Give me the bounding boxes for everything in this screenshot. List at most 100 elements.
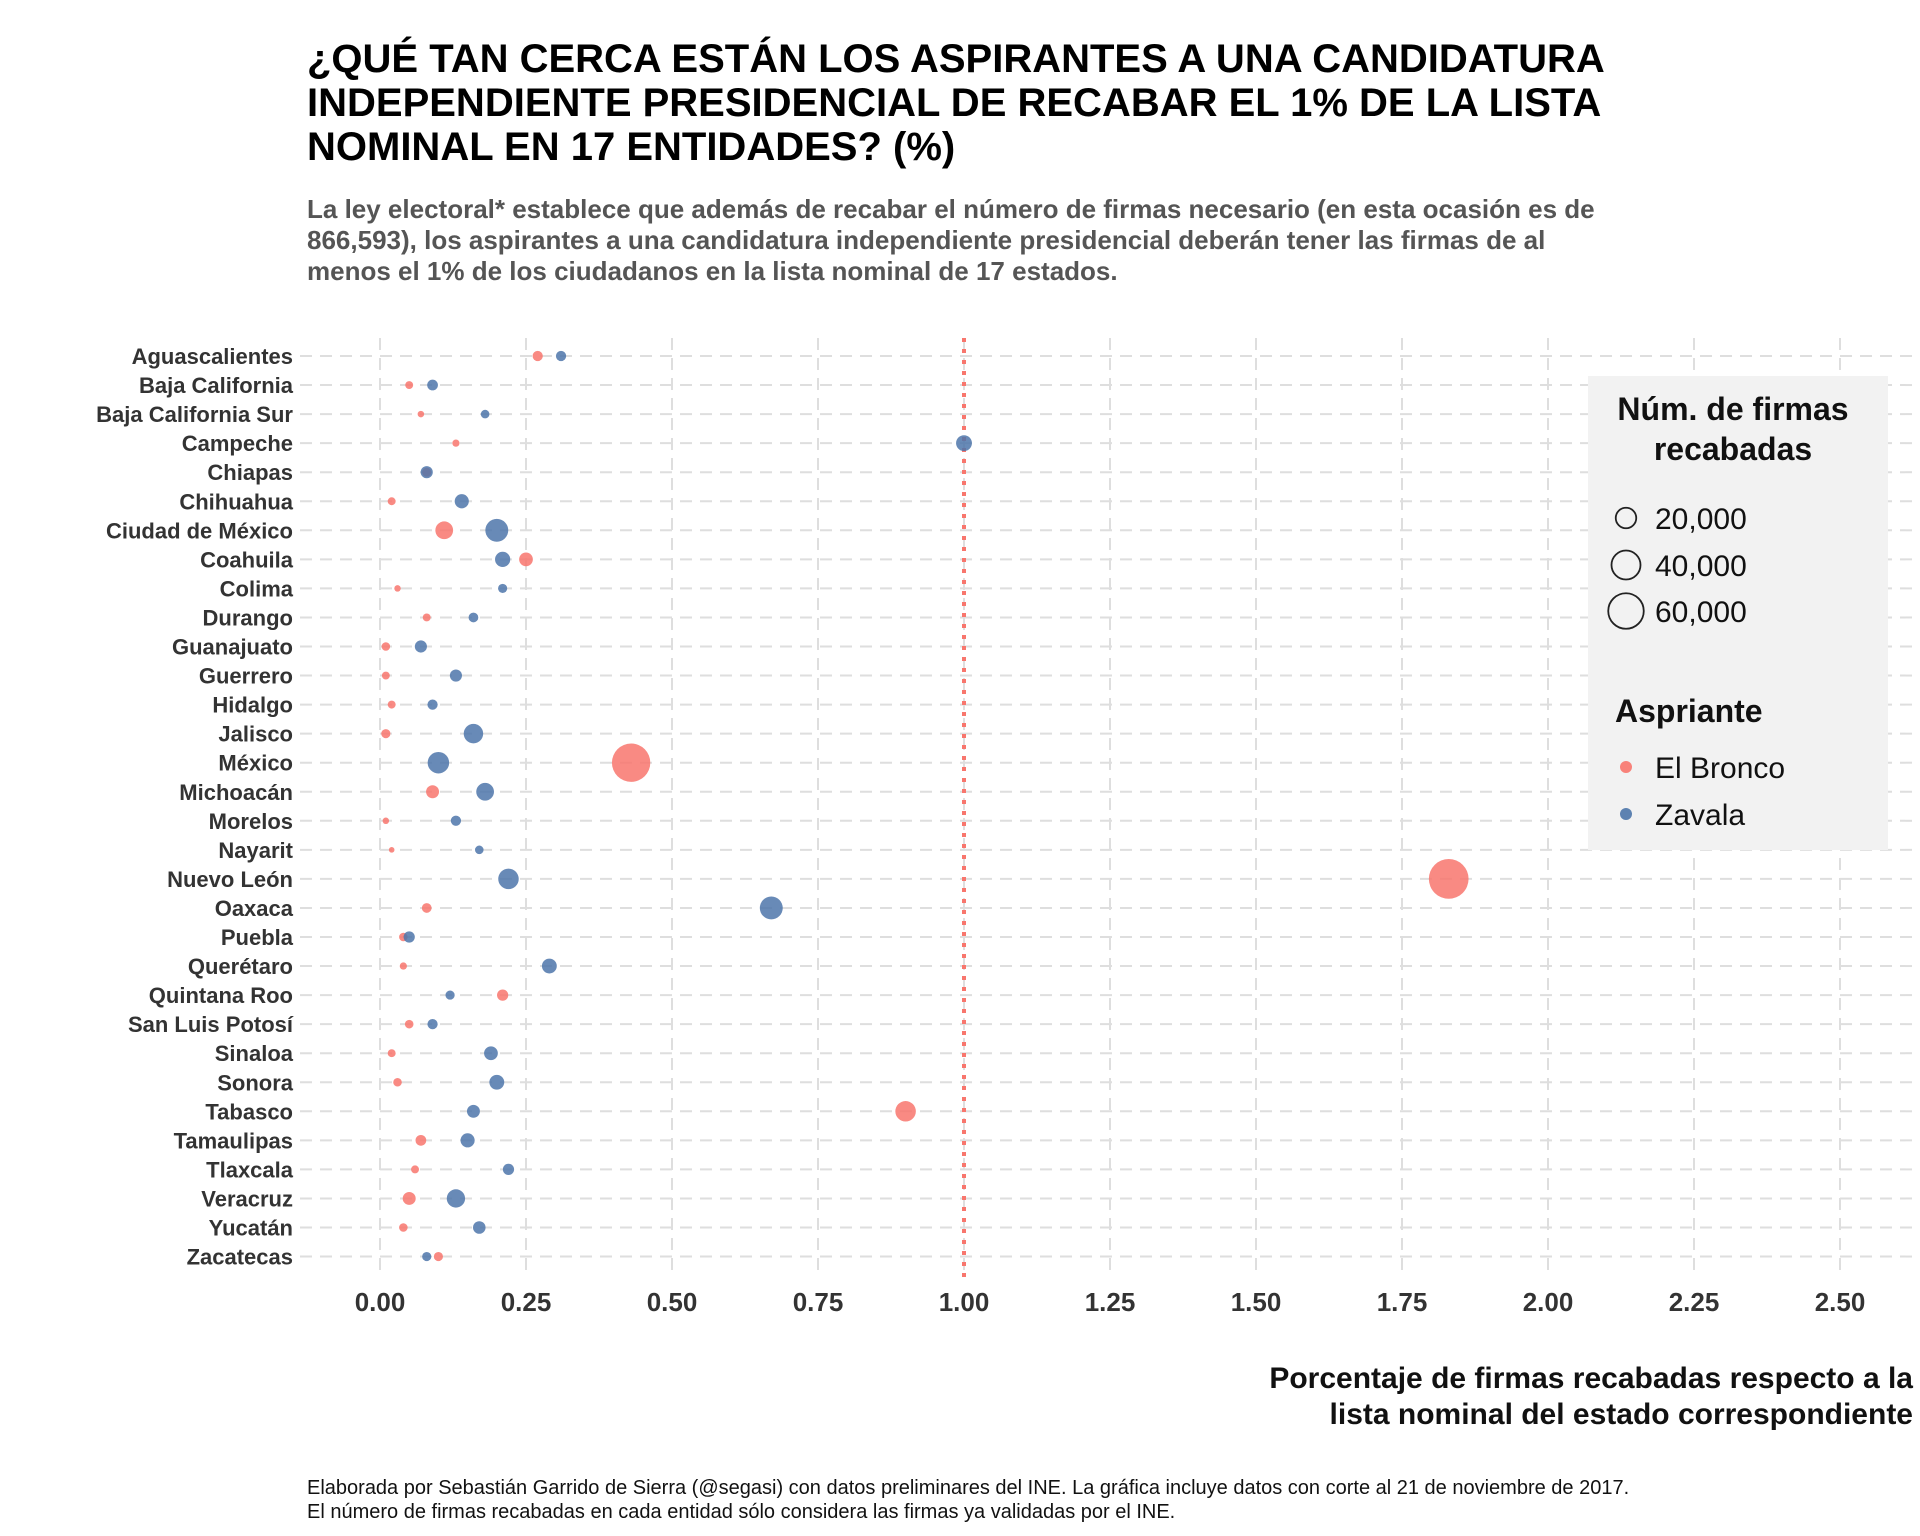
point-zavala [460,1133,475,1148]
caption: Elaborada por Sebastián Garrido de Sierr… [307,1477,1629,1523]
point-el-bronco [519,552,533,567]
point-zavala [446,1189,466,1208]
x-tick-label: 0.00 [355,1287,406,1317]
size-legend-label: 20,000 [1655,503,1747,536]
y-tick-label: Coahuila [200,547,294,572]
color-legend-title: Aspriante [1615,693,1763,729]
point-el-bronco [433,1251,443,1262]
point-el-bronco [404,1019,414,1029]
point-zavala [427,1019,438,1030]
point-zavala [498,868,519,890]
point-zavala [502,1163,515,1176]
legend-box [1588,376,1888,850]
y-tick-label: San Luis Potosí [128,1012,294,1037]
x-axis-ticks: 0.00 0.25 0.50 0.75 1.00 1.25 1.50 1.75 2.00 2.25… [355,1287,1866,1317]
y-tick-label: Aguascalientes [132,344,293,369]
y-tick-label: Puebla [221,925,294,950]
x-tick-label: 2.25 [1669,1287,1720,1317]
point-zavala [489,1074,505,1090]
point-el-bronco [417,410,425,418]
point-el-bronco [405,381,414,390]
y-tick-label: Zacatecas [187,1245,293,1270]
point-el-bronco [411,1165,420,1174]
point-el-bronco [402,1191,416,1205]
color-legend-key [1620,808,1632,820]
title-line: NOMINAL EN 17 ENTIDADES? (%) [307,125,955,169]
x-axis-label: Porcentaje de firmas recabadas respecto … [1269,1362,1913,1431]
point-el-bronco [452,439,460,447]
y-tick-label: Durango [203,605,293,630]
point-zavala [484,1046,498,1061]
point-el-bronco [388,847,395,853]
chart-subtitle: La ley electoral* establece que además d… [307,194,1595,286]
color-legend-label: Zavala [1655,799,1745,832]
x-tick-label: 1.50 [1231,1287,1282,1317]
x-tick-label: 1.75 [1377,1287,1428,1317]
point-zavala [495,551,511,567]
point-zavala [480,409,490,419]
x-tick-label: 2.50 [1815,1287,1866,1317]
point-el-bronco [399,962,407,970]
title-line: INDEPENDIENTE PRESIDENCIAL DE RECABAR EL… [307,81,1601,125]
x-tick-label: 1.25 [1085,1287,1136,1317]
point-el-bronco [422,613,431,622]
point-el-bronco [399,1223,408,1232]
point-zavala [445,990,455,1000]
size-legend-label: 60,000 [1655,596,1747,629]
y-tick-label: Yucatán [209,1216,293,1241]
point-zavala [473,1221,486,1234]
y-tick-label: México [218,751,293,776]
y-tick-label: Campeche [182,431,293,456]
subtitle-line: 866,593), los aspirantes a una candidatu… [307,225,1545,255]
y-tick-label: Baja California [139,373,294,398]
point-zavala [427,751,450,774]
point-el-bronco [387,700,396,709]
y-tick-label: Tamaulipas [174,1128,293,1153]
y-tick-label: Tlaxcala [206,1157,294,1182]
y-tick-label: Nayarit [218,838,293,863]
point-zavala [403,931,415,943]
point-el-bronco [387,497,396,506]
y-tick-label: Ciudad de México [106,518,293,543]
y-tick-label: Veracruz [201,1186,293,1211]
point-zavala [541,958,557,974]
point-zavala [485,518,509,542]
point-el-bronco [426,785,440,799]
point-zavala [454,494,469,509]
point-el-bronco [415,1134,427,1146]
point-el-bronco [381,671,390,680]
y-tick-label: Guanajuato [172,635,293,660]
y-tick-label: Hidalgo [212,693,293,718]
legend: Núm. de firmas recabadas 20,000 40,000 60,00… [1588,376,1888,850]
x-tick-label: 0.25 [501,1287,552,1317]
point-zavala [498,583,508,593]
y-axis-labels: Aguascalientes Baja California Baja Califo… [96,344,294,1270]
point-zavala [463,723,484,744]
point-el-bronco [435,521,454,540]
point-zavala [474,845,484,855]
x-tick-label: 0.50 [647,1287,698,1317]
point-el-bronco [1428,859,1469,899]
point-el-bronco [532,350,543,362]
point-el-bronco [381,729,391,739]
size-legend-circle [1607,592,1645,630]
caption-line: El número de firmas recabadas en cada en… [307,1501,1175,1523]
size-legend-circle [1610,549,1642,581]
caption-line: Elaborada por Sebastián Garrido de Sierr… [307,1477,1629,1499]
y-tick-label: Oaxaca [215,896,294,921]
point-zavala [427,699,438,710]
y-tick-label: Chihuahua [179,489,293,514]
point-zavala [427,379,438,391]
point-zavala [759,896,783,920]
subtitle-line: menos el 1% de los ciudadanos en la list… [307,256,1118,286]
y-tick-label: Tabasco [205,1099,293,1124]
color-legend-key [1620,761,1632,773]
point-el-bronco [394,585,401,592]
title-line: ¿QUÉ TAN CERCA ESTÁN LOS ASPIRANTES A UN… [307,36,1605,81]
size-legend-title: recabadas [1654,431,1812,467]
point-el-bronco [393,1077,402,1087]
y-tick-label: Querétaro [188,954,293,979]
point-zavala [449,669,462,682]
y-tick-label: Nuevo León [167,867,293,892]
